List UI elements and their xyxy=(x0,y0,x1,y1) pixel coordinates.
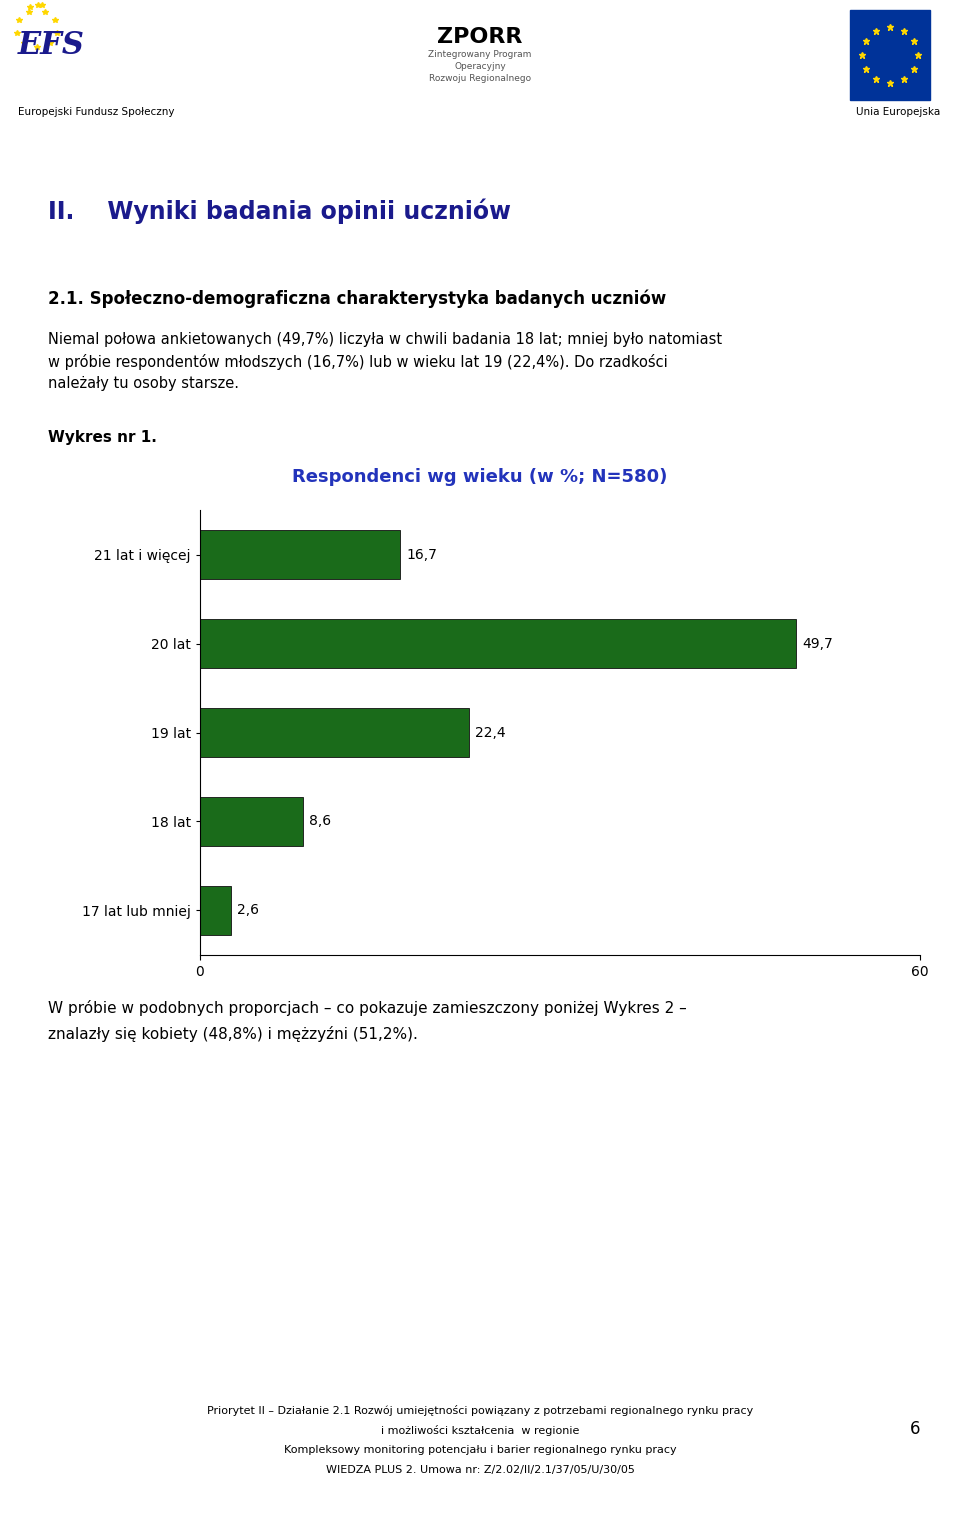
Text: 49,7: 49,7 xyxy=(803,637,833,650)
Text: 22,4: 22,4 xyxy=(475,726,505,739)
Text: Kompleksowy monitoring potencjału i barier regionalnego rynku pracy: Kompleksowy monitoring potencjału i bari… xyxy=(284,1445,676,1456)
Text: W próbie w podobnych proporcjach – co pokazuje zamieszczony poniżej Wykres 2 –: W próbie w podobnych proporcjach – co po… xyxy=(48,1000,686,1016)
Text: Respondenci wg wieku (w %; N=580): Respondenci wg wieku (w %; N=580) xyxy=(292,468,668,486)
Bar xyxy=(200,798,303,845)
Bar xyxy=(200,709,468,756)
Text: Unia Europejska: Unia Europejska xyxy=(855,107,940,117)
Text: 2,6: 2,6 xyxy=(237,904,259,917)
Text: II.    Wyniki badania opinii uczniów: II. Wyniki badania opinii uczniów xyxy=(48,198,511,224)
Bar xyxy=(850,11,930,100)
Text: ZPORR: ZPORR xyxy=(438,28,522,48)
Text: Zintegrowany Program
Operacyjny
Rozwoju Regionalnego: Zintegrowany Program Operacyjny Rozwoju … xyxy=(428,51,532,83)
Text: Europejski Fundusz Społeczny: Europejski Fundusz Społeczny xyxy=(18,107,175,117)
Bar xyxy=(200,531,400,580)
Text: w próbie respondentów młodszych (16,7%) lub w wieku lat 19 (22,4%). Do rzadkości: w próbie respondentów młodszych (16,7%) … xyxy=(48,354,668,370)
Text: należały tu osoby starsze.: należały tu osoby starsze. xyxy=(48,376,239,391)
Text: 16,7: 16,7 xyxy=(406,548,437,561)
Text: znalazły się kobiety (48,8%) i mężzyźni (51,2%).: znalazły się kobiety (48,8%) i mężzyźni … xyxy=(48,1026,418,1042)
Text: 2.1. Społeczno-demograficzna charakterystyka badanych uczniów: 2.1. Społeczno-demograficzna charakterys… xyxy=(48,290,666,308)
Bar xyxy=(200,885,231,934)
Text: i możliwości kształcenia  w regionie: i możliwości kształcenia w regionie xyxy=(381,1425,579,1436)
Bar xyxy=(200,620,797,667)
Text: Wykres nr 1.: Wykres nr 1. xyxy=(48,430,156,445)
Text: Priorytet II – Działanie 2.1 Rozwój umiejętności powiązany z potrzebami regional: Priorytet II – Działanie 2.1 Rozwój umie… xyxy=(206,1405,754,1416)
Text: WIEDZA PLUS 2. Umowa nr: Z/2.02/II/2.1/37/05/U/30/05: WIEDZA PLUS 2. Umowa nr: Z/2.02/II/2.1/3… xyxy=(325,1465,635,1476)
Text: 8,6: 8,6 xyxy=(309,815,331,828)
Text: EFS: EFS xyxy=(18,31,84,61)
Text: 6: 6 xyxy=(909,1420,920,1437)
Text: Niemal połowa ankietowanych (49,7%) liczyła w chwili badania 18 lat; mniej było : Niemal połowa ankietowanych (49,7%) licz… xyxy=(48,331,722,347)
